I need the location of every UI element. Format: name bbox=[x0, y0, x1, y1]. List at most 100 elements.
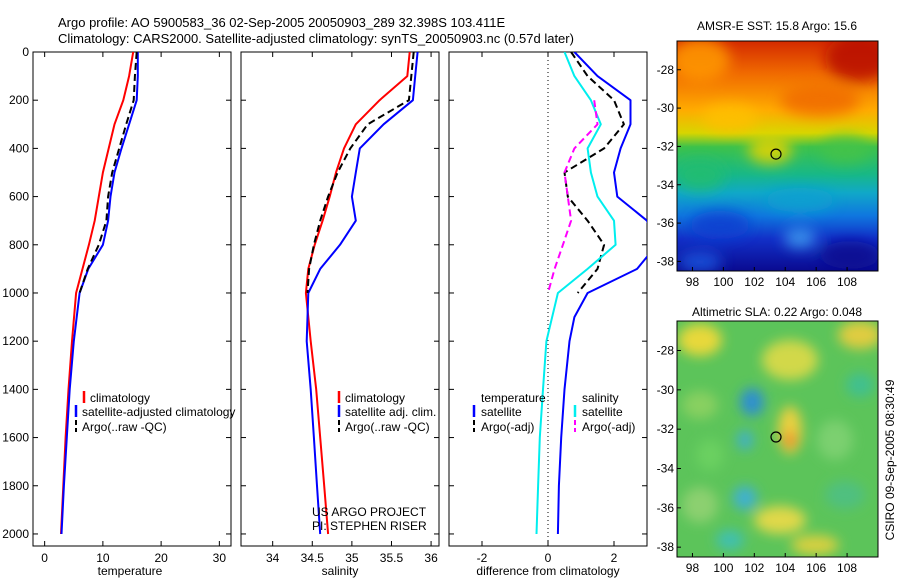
series-line-satellite-adjusted-climatology bbox=[60, 52, 139, 535]
x-tick-label: 20 bbox=[154, 551, 168, 565]
map-y-tick-label: -34 bbox=[657, 178, 675, 192]
side-timestamp-label: CSIRO 09-Sep-2005 08:30:49 bbox=[883, 379, 897, 540]
series-line-climatology bbox=[60, 52, 135, 535]
map-y-tick-label: -38 bbox=[657, 540, 675, 554]
series-line-argo-raw-qc bbox=[306, 52, 415, 294]
map-y-tick-label: -36 bbox=[657, 216, 675, 230]
series-line-salinity-argo-adj bbox=[547, 100, 599, 294]
credit-line-1: US ARGO PROJECT bbox=[312, 505, 427, 519]
legend-text-satellite: satellite-adjusted climatology bbox=[82, 405, 235, 419]
map-y-tick-label: -28 bbox=[657, 63, 675, 77]
y-tick-label: 200 bbox=[9, 93, 29, 107]
x-tick-label: -2 bbox=[477, 551, 488, 565]
map-x-tick-label: 102 bbox=[744, 275, 764, 289]
legend-text-temp-argo: Argo(-adj) bbox=[481, 420, 534, 434]
map-x-tick-label: 102 bbox=[744, 561, 764, 575]
sla-map-ticks: 98 100 102 104 106 108 -28 -30 -32 -34 -36 -38 bbox=[657, 344, 858, 576]
y-tick-label: 1800 bbox=[2, 479, 29, 493]
sla-map-panel: Altimetric SLA: 0.22 Argo: 0.048 bbox=[657, 305, 879, 576]
salinity-legend: climatology satellite adj. clim. Argo(..… bbox=[337, 391, 436, 434]
difference-ticks: -2 0 2 bbox=[449, 51, 647, 565]
map-y-tick-label: -30 bbox=[657, 383, 675, 397]
salinity-lines bbox=[304, 52, 419, 535]
series-line-argo-raw-qc bbox=[78, 52, 138, 294]
legend-text-satellite: satellite adj. clim. bbox=[345, 405, 436, 419]
salinity-axes-frame bbox=[240, 51, 440, 547]
legend-text-climatology: climatology bbox=[90, 391, 150, 405]
temperature-legend: climatology satellite-adjusted climatolo… bbox=[74, 391, 235, 434]
x-tick-label: 35 bbox=[345, 551, 359, 565]
y-tick-label: 2000 bbox=[2, 527, 29, 541]
y-tick-label: 1400 bbox=[2, 382, 29, 396]
sst-map-ticks: 98 100 102 104 106 108 -28 -30 -32 -34 -36 -38 bbox=[657, 63, 858, 289]
map-x-tick-label: 106 bbox=[806, 275, 826, 289]
x-tick-label: 0 bbox=[41, 551, 48, 565]
x-tick-label: 35.5 bbox=[380, 551, 404, 565]
series-line-satellite-adj-clim bbox=[305, 52, 419, 535]
y-tick-label: 1600 bbox=[2, 431, 29, 445]
sla-float-marker bbox=[770, 431, 782, 443]
difference-panel: -2 0 2 difference from climatology tempera… bbox=[448, 51, 648, 578]
map-y-tick-label: -38 bbox=[657, 254, 675, 268]
credit-line-2: PI: STEPHEN RISER bbox=[312, 519, 427, 533]
x-tick-label: 36 bbox=[424, 551, 438, 565]
sla-heatmap bbox=[677, 321, 878, 557]
map-x-tick-label: 98 bbox=[686, 275, 700, 289]
map-x-tick-label: 104 bbox=[775, 561, 795, 575]
map-y-tick-label: -28 bbox=[657, 344, 675, 358]
map-x-tick-label: 108 bbox=[837, 561, 857, 575]
legend-text-argo: Argo(..raw -QC) bbox=[82, 420, 167, 434]
y-tick-label: 0 bbox=[22, 45, 29, 59]
y-tick-label: 800 bbox=[9, 238, 29, 252]
sst-heatmap bbox=[677, 41, 878, 271]
sla-map-frame bbox=[676, 320, 879, 558]
legend-text-sal-argo: Argo(-adj) bbox=[582, 420, 635, 434]
legend-group-temperature: temperature bbox=[481, 391, 546, 405]
legend-text-climatology: climatology bbox=[345, 391, 405, 405]
x-tick-label: 2 bbox=[611, 551, 618, 565]
sst-map-frame bbox=[676, 40, 879, 272]
difference-legend: temperature satellite Argo(-adj) salinit… bbox=[472, 391, 635, 434]
x-tick-label: 34.5 bbox=[301, 551, 325, 565]
map-x-tick-label: 106 bbox=[806, 561, 826, 575]
header-line-2: Climatology: CARS2000. Satellite-adjuste… bbox=[58, 31, 574, 46]
series-line-temperature-satellite bbox=[556, 52, 647, 535]
sst-map-title: AMSR-E SST: 15.8 Argo: 15.6 bbox=[697, 19, 857, 33]
difference-xlabel: difference from climatology bbox=[476, 564, 619, 578]
sla-map-title: Altimetric SLA: 0.22 Argo: 0.048 bbox=[692, 305, 862, 319]
difference-axes-frame bbox=[448, 51, 648, 547]
temperature-xlabel: temperature bbox=[98, 564, 163, 578]
difference-lines bbox=[535, 52, 647, 535]
legend-group-salinity: salinity bbox=[582, 391, 619, 405]
temperature-panel: 0 10 20 30 0 200 400 600 800 1000 1200 1400 1600 1800… bbox=[2, 45, 235, 578]
y-tick-label: 600 bbox=[9, 190, 29, 204]
legend-text-temp-satellite: satellite bbox=[481, 405, 522, 419]
x-tick-label: 30 bbox=[213, 551, 227, 565]
map-y-tick-label: -34 bbox=[657, 462, 675, 476]
map-y-tick-label: -32 bbox=[657, 422, 675, 436]
legend-text-argo: Argo(..raw -QC) bbox=[345, 420, 430, 434]
y-tick-label: 1000 bbox=[2, 286, 29, 300]
map-y-tick-label: -36 bbox=[657, 501, 675, 515]
map-y-tick-label: -32 bbox=[657, 139, 675, 153]
x-tick-label: 34 bbox=[266, 551, 280, 565]
x-tick-label: 10 bbox=[96, 551, 110, 565]
temperature-lines bbox=[60, 52, 139, 535]
map-x-tick-label: 100 bbox=[713, 561, 733, 575]
map-y-tick-label: -30 bbox=[657, 101, 675, 115]
salinity-ticks: 34 34.5 35 35.5 36 bbox=[241, 51, 439, 565]
header-line-1: Argo profile: AO 5900583_36 02-Sep-2005 … bbox=[58, 15, 506, 30]
salinity-xlabel: salinity bbox=[322, 564, 359, 578]
x-tick-label: 0 bbox=[545, 551, 552, 565]
sst-float-marker bbox=[770, 148, 782, 160]
map-x-tick-label: 104 bbox=[775, 275, 795, 289]
map-x-tick-label: 98 bbox=[686, 561, 700, 575]
sst-map-panel: AMSR-E SST: 15.8 Argo: 15.6 98 100 102 104 1… bbox=[657, 19, 879, 289]
salinity-panel: 34 34.5 35 35.5 36 salinity climatology sate… bbox=[240, 51, 440, 578]
map-x-tick-label: 100 bbox=[713, 275, 733, 289]
y-tick-label: 400 bbox=[9, 141, 29, 155]
legend-text-sal-satellite: satellite bbox=[582, 405, 623, 419]
series-line-climatology bbox=[304, 52, 411, 535]
temperature-ticks: 0 10 20 30 0 200 400 600 800 1000 1200 1400 1600 1800… bbox=[2, 45, 231, 565]
